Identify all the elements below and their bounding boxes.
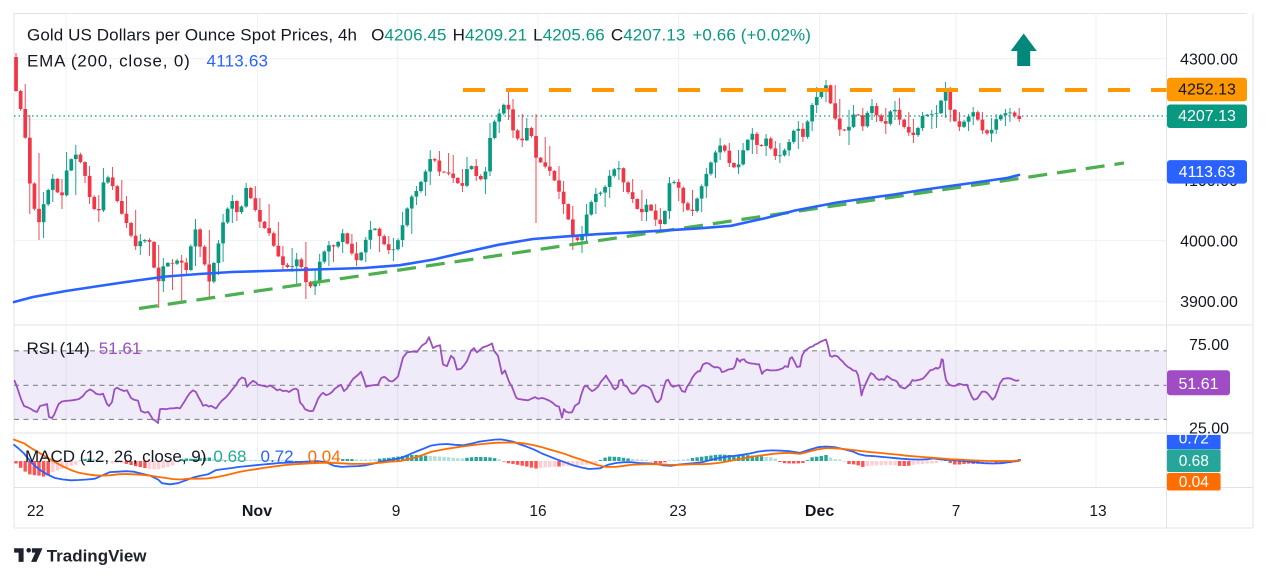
svg-text:9: 9 (392, 503, 401, 520)
svg-text:MACD (12, 26, close, 9)0.680.7: MACD (12, 26, close, 9) 0.68 0.72 0.04 (25, 447, 341, 466)
svg-text:4000.00: 4000.00 (1180, 233, 1238, 250)
svg-text:TradingView: TradingView (47, 547, 148, 566)
svg-text:4207.13: 4207.13 (1178, 108, 1236, 125)
svg-text:7: 7 (952, 503, 961, 520)
svg-text:Gold US Dollars per Ounce Spot: Gold US Dollars per Ounce Spot Prices, 4… (27, 26, 811, 45)
svg-text:16: 16 (529, 503, 546, 520)
svg-text:3900.00: 3900.00 (1180, 294, 1238, 311)
svg-text:0.72: 0.72 (1179, 430, 1209, 447)
svg-text:22: 22 (27, 503, 44, 520)
svg-text:0.04: 0.04 (1179, 474, 1210, 491)
svg-text:RSI (14)51.61: RSI (14) 51.61 (27, 339, 142, 358)
svg-text:4252.13: 4252.13 (1178, 81, 1236, 98)
svg-text:75.00: 75.00 (1189, 337, 1229, 354)
svg-text:EMA (200, close, 0)4113.63: EMA (200, close, 0) 4113.63 (27, 52, 268, 71)
svg-text:4300.00: 4300.00 (1180, 51, 1238, 68)
svg-text:Dec: Dec (805, 503, 834, 520)
svg-text:13: 13 (1089, 503, 1106, 520)
svg-text:23: 23 (669, 503, 686, 520)
svg-text:Nov: Nov (242, 503, 272, 520)
svg-text:0.68: 0.68 (1179, 453, 1209, 470)
svg-text:4113.63: 4113.63 (1179, 164, 1236, 181)
svg-text:51.61: 51.61 (1178, 376, 1218, 393)
svg-text:25.00: 25.00 (1189, 420, 1229, 437)
